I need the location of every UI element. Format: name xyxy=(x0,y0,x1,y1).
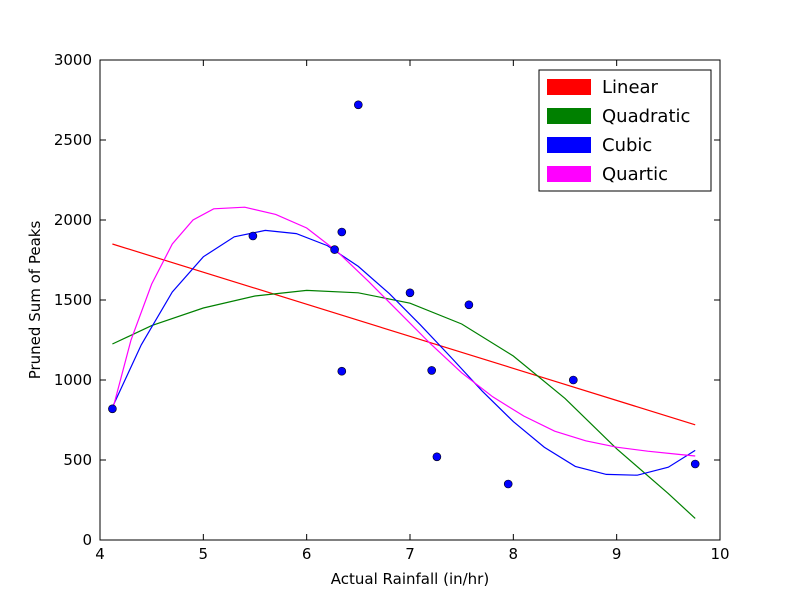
x-tick-label: 6 xyxy=(302,545,312,563)
y-tick-label: 2500 xyxy=(54,131,92,149)
data-point xyxy=(464,300,474,310)
legend-label-linear: Linear xyxy=(602,77,659,98)
legend-label-quadratic: Quadratic xyxy=(602,106,690,127)
y-tick-label: 1000 xyxy=(54,371,92,389)
data-point xyxy=(690,459,700,469)
y-axis-label: Pruned Sum of Peaks xyxy=(26,221,44,380)
data-point xyxy=(248,231,258,241)
fit-line-cubic xyxy=(111,229,696,476)
fit-curves xyxy=(111,206,696,519)
fit-line-linear xyxy=(112,243,696,426)
data-point xyxy=(427,366,437,375)
x-axis-label: Actual Rainfall (in/hr) xyxy=(331,570,489,588)
axis-ticks: 4 5 6 7 8 9 10 0 500 1000 1500 2000 2500 3000 xyxy=(54,51,730,563)
y-tick-label: 3000 xyxy=(54,51,92,69)
data-point xyxy=(108,404,117,414)
y-tick-label: 2000 xyxy=(54,211,92,229)
legend-swatch-quadratic xyxy=(547,108,591,124)
legend-swatch-linear xyxy=(547,79,591,95)
legend-swatch-quartic xyxy=(547,166,591,182)
x-tick-label: 10 xyxy=(710,545,729,563)
data-point xyxy=(568,375,578,385)
data-points xyxy=(108,100,700,489)
x-tick-label: 7 xyxy=(405,545,415,563)
x-tick-label: 9 xyxy=(612,545,622,563)
data-point xyxy=(337,366,347,376)
x-tick-label: 8 xyxy=(509,545,519,563)
y-tick-label: 1500 xyxy=(54,291,92,309)
data-point xyxy=(503,479,513,489)
data-point xyxy=(353,100,363,110)
x-tick-label: 5 xyxy=(199,545,209,563)
data-point xyxy=(330,245,339,254)
legend-label-quartic: Quartic xyxy=(602,164,668,185)
y-tick-label: 0 xyxy=(82,531,92,549)
fit-line-quadratic xyxy=(112,289,696,519)
legend-swatch-cubic xyxy=(547,137,591,153)
legend: Linear Quadratic Cubic Quartic xyxy=(538,69,712,192)
data-point xyxy=(337,227,347,237)
fit-line-quartic xyxy=(111,206,696,457)
y-tick-label: 500 xyxy=(63,451,92,469)
legend-label-cubic: Cubic xyxy=(602,135,652,156)
data-point xyxy=(405,288,415,298)
x-tick-label: 4 xyxy=(95,545,105,563)
data-point xyxy=(432,452,442,462)
